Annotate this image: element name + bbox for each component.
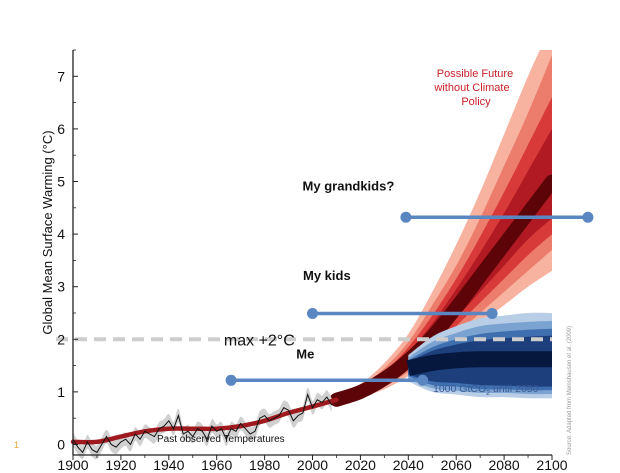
x-tick-label-2040: 2040: [393, 457, 424, 473]
x-tick-labels: 1900 1920 1940 1960 1980 2000 2020 2040 2060 2080…: [57, 457, 567, 473]
y-tick-label-0: 0: [57, 436, 65, 452]
my-grandkids-start-dot: [400, 211, 412, 223]
y-tick-labels: 0 1 2 3 4 5 6 7: [57, 68, 65, 452]
threshold-label: max +2°C: [224, 332, 295, 349]
policy-label-sub: 2: [486, 390, 490, 397]
x-tick-label-1920: 1920: [105, 457, 136, 473]
x-tick-label-1960: 1960: [201, 457, 232, 473]
past-label: Past observed Temperatures: [157, 434, 285, 445]
y-tick-label-5: 5: [57, 173, 65, 189]
y-tick-label-3: 3: [57, 279, 65, 295]
my-kids-start-dot: [307, 308, 318, 320]
future-label-line-1: Possible Future: [437, 68, 513, 80]
past-uncertainty-band: [73, 387, 332, 460]
page-number: 1: [14, 440, 19, 450]
policy-label-main: 1000 GtCO: [433, 383, 486, 395]
annotation-lines: [225, 211, 594, 386]
policy-median-line: [406, 351, 552, 377]
my-kids-label: My kids: [303, 268, 351, 283]
annotation-labels: My grandkids? My kids Me: [296, 178, 394, 361]
historical-trend-line: [70, 397, 339, 445]
policy-label: 1000 GtCO2 until 2050: [433, 383, 539, 397]
x-tick-label-2020: 2020: [345, 457, 376, 473]
my-grandkids-label: My grandkids?: [303, 178, 395, 193]
me-end-dot: [417, 374, 429, 386]
x-tick-label-2060: 2060: [441, 457, 472, 473]
future-median-line: [329, 174, 552, 407]
axes: [72, 49, 553, 460]
source-label: Source: Adapted from Meinshausen et al. …: [567, 326, 573, 455]
y-tick-label-1: 1: [57, 384, 65, 400]
me-label: Me: [296, 347, 314, 362]
y-tick-label-7: 7: [57, 68, 65, 84]
x-tick-label-1980: 1980: [249, 457, 280, 473]
historical-record: [70, 387, 339, 460]
y-tick-label-2: 2: [57, 331, 65, 347]
x-tick-label-2080: 2080: [489, 457, 520, 473]
me-start-dot: [225, 374, 237, 386]
my-grandkids-end-dot: [582, 211, 594, 223]
x-tick-label-1940: 1940: [153, 457, 184, 473]
x-tick-label-1900: 1900: [57, 457, 88, 473]
y-tick-label-6: 6: [57, 121, 65, 137]
my-kids-end-dot: [486, 308, 498, 320]
policy-label-tail: until 2050: [490, 383, 539, 395]
past-observed-line: [72, 392, 333, 454]
y-axis-label: Global Mean Surface Warming (°C): [40, 130, 55, 334]
x-tick-label-2000: 2000: [297, 457, 328, 473]
future-label-line-2: without Climate: [433, 82, 509, 94]
x-tick-label-2100: 2100: [536, 457, 567, 473]
y-tick-label-4: 4: [57, 226, 65, 242]
future-label-line-3: Policy: [461, 96, 491, 108]
